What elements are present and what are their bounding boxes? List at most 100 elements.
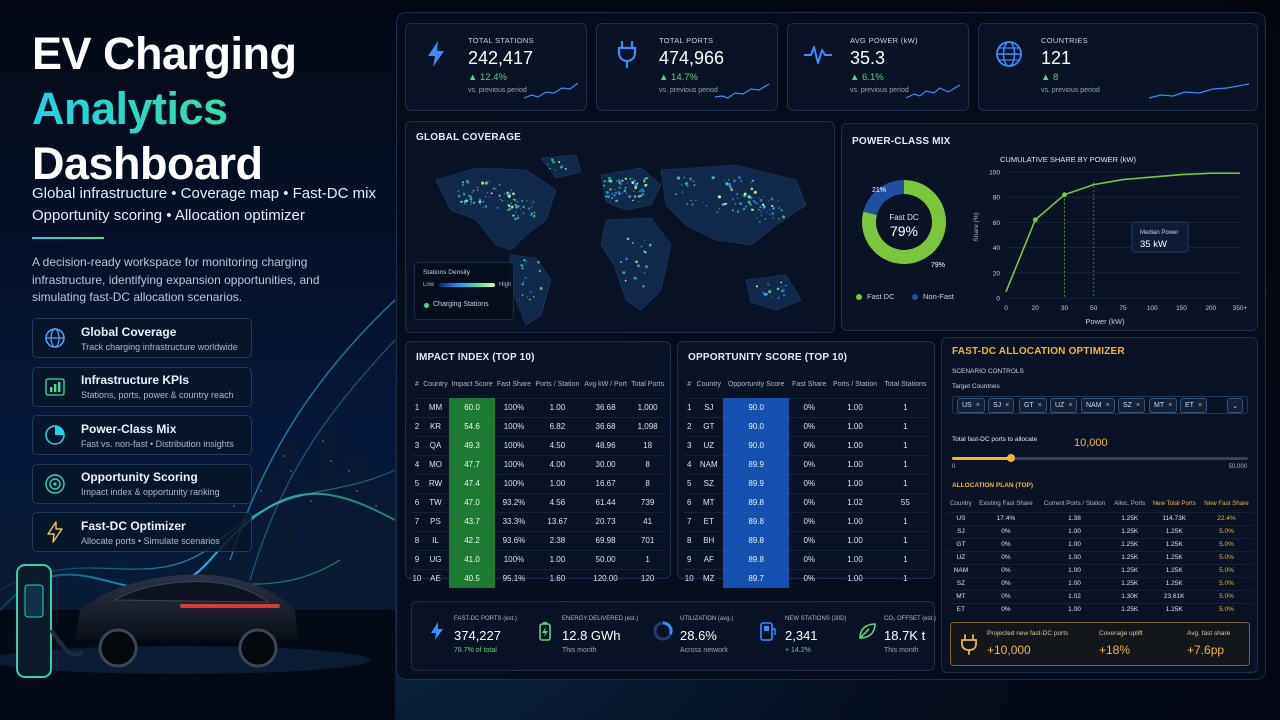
table-row[interactable]: 9 AF 89.8 0% 1.00 1 bbox=[684, 549, 930, 569]
kpi-label: TOTAL PORTS bbox=[659, 36, 714, 45]
world-density-map[interactable] bbox=[416, 150, 828, 330]
chip-remove-icon[interactable]: × bbox=[1037, 402, 1042, 409]
table-row[interactable]: 10 AE 40.5 95.1% 1.60 120.00 120 bbox=[412, 568, 666, 588]
table-cell: 90.0 bbox=[723, 435, 790, 455]
table-row[interactable]: 2 GT 90.0 0% 1.00 1 bbox=[684, 416, 930, 436]
kpi-total-ports[interactable]: TOTAL PORTS 474,966 ▲ 14.7% vs. previous… bbox=[596, 23, 778, 111]
table-row[interactable]: MT 0% 1.02 1.30K 23.61K 5.0% bbox=[948, 589, 1253, 603]
column-header[interactable]: # bbox=[414, 381, 419, 389]
station-dot bbox=[724, 202, 727, 206]
column-header[interactable]: Avg kW / Port bbox=[584, 381, 627, 389]
country-chip[interactable]: SZ × bbox=[1118, 398, 1146, 413]
table-row[interactable]: 5 SZ 89.9 0% 1.00 1 bbox=[684, 473, 930, 493]
table-row[interactable]: 6 TW 47.0 93.2% 4.56 61.44 739 bbox=[412, 492, 666, 512]
table-row[interactable]: 3 QA 49.3 100% 4.50 48.96 18 bbox=[412, 435, 666, 455]
column-header[interactable]: # bbox=[687, 381, 692, 389]
feature-power-class-mix[interactable]: Power-Class Mix Fast vs. non-fast • Distr… bbox=[32, 415, 252, 455]
target-countries-select[interactable]: US × SJ × GT × UZ × NAM × SZ × MT × ET × ⌄ bbox=[952, 396, 1248, 414]
ports-slider-thumb[interactable] bbox=[1007, 454, 1016, 462]
country-chip[interactable]: US × bbox=[957, 398, 985, 413]
kpi-avg-power[interactable]: AVG POWER (kW) 35.3 ▲ 6.1% vs. previous … bbox=[787, 23, 969, 111]
fast-dc-donut[interactable]: Fast DC 79% 21% 79% bbox=[852, 164, 957, 279]
chip-remove-icon[interactable]: × bbox=[1005, 402, 1010, 409]
column-header[interactable]: Fast Share bbox=[496, 381, 532, 389]
table-row[interactable]: ET 0% 1.00 1.25K 1.25K 5.0% bbox=[948, 602, 1253, 616]
chip-remove-icon[interactable]: × bbox=[975, 402, 980, 409]
table-cell: 89.7 bbox=[723, 568, 790, 588]
table-row[interactable]: SZ 0% 1.00 1.25K 1.25K 5.0% bbox=[948, 576, 1253, 590]
kpi-total-stations[interactable]: TOTAL STATIONS 242,417 ▲ 12.4% vs. previ… bbox=[405, 23, 587, 111]
column-header[interactable]: Total Ports bbox=[631, 381, 665, 389]
country-chip[interactable]: SJ × bbox=[988, 398, 1015, 413]
table-row[interactable]: 8 IL 42.2 93.6% 2.38 69.98 701 bbox=[412, 530, 666, 550]
table-row[interactable]: NAM 0% 1.00 1.25K 1.25K 5.0% bbox=[948, 563, 1253, 577]
table-cell: 33.3% bbox=[494, 511, 533, 531]
station-dot bbox=[624, 186, 627, 189]
country-chip[interactable]: MT × bbox=[1149, 398, 1178, 413]
chip-remove-icon[interactable]: × bbox=[1068, 402, 1073, 409]
table-row[interactable]: UZ 0% 1.00 1.25K 1.25K 5.0% bbox=[948, 550, 1253, 564]
column-header[interactable]: Country bbox=[423, 381, 448, 389]
donut-slice-nonfast[interactable] bbox=[863, 180, 904, 216]
country-chip[interactable]: ET × bbox=[1180, 398, 1208, 413]
data-point[interactable] bbox=[1062, 192, 1067, 198]
table-row[interactable]: 4 MO 47.7 100% 4.00 30.00 8 bbox=[412, 454, 666, 474]
column-header[interactable]: Impact Score bbox=[451, 381, 493, 389]
table-cell: 1.00 bbox=[1037, 576, 1112, 590]
cumulative-share-chart[interactable]: CUMULATIVE SHARE BY POWER (kW) Share (%)… bbox=[972, 152, 1252, 328]
table-row[interactable]: US 17.4% 1.38 1.25K 114.73K 22.4% bbox=[948, 511, 1253, 525]
country-chip[interactable]: UZ × bbox=[1050, 398, 1078, 413]
column-header[interactable]: New Fast Share bbox=[1204, 500, 1249, 508]
donut-slice-fast[interactable] bbox=[862, 180, 946, 265]
station-dot bbox=[736, 193, 739, 196]
column-header[interactable]: Country bbox=[696, 381, 722, 389]
column-header[interactable]: Ports / Station bbox=[833, 381, 877, 389]
station-dot bbox=[641, 193, 645, 196]
table-row[interactable]: 1 MM 60.0 100% 1.00 36.68 1,000 bbox=[412, 397, 666, 417]
stat-label: ENERGY DELIVERED (est.) bbox=[562, 616, 639, 622]
data-point[interactable] bbox=[1032, 217, 1038, 223]
feature-infrastructure-kpis[interactable]: Infrastructure KPIs Stations, ports, powe… bbox=[32, 366, 252, 407]
station-dot bbox=[782, 293, 786, 297]
table-row[interactable]: 9 UG 41.0 100% 1.00 50.00 1 bbox=[412, 549, 666, 569]
country-chip[interactable]: NAM × bbox=[1081, 398, 1115, 413]
column-header[interactable]: Opportunity Score bbox=[727, 381, 785, 389]
column-header[interactable]: Fast Share bbox=[792, 381, 827, 389]
feature-opportunity-scoring[interactable]: Opportunity Scoring Impact index & opport… bbox=[32, 463, 252, 504]
chip-remove-icon[interactable]: × bbox=[1105, 402, 1110, 409]
chip-remove-icon[interactable]: × bbox=[1168, 402, 1173, 409]
table-cell: GT bbox=[694, 416, 724, 436]
sparkline bbox=[524, 82, 578, 99]
feature-fast-dc-optimizer[interactable]: Fast-DC Optimizer Allocate ports • Simula… bbox=[32, 512, 252, 552]
feature-global-coverage[interactable]: Global Coverage Track charging infrastruc… bbox=[32, 318, 252, 358]
kpi-countries[interactable]: COUNTRIES 121 ▲ 8 vs. previous period bbox=[978, 23, 1258, 111]
table-row[interactable]: SJ 0% 1.00 1.25K 1.25K 5.0% bbox=[948, 524, 1253, 538]
table-row[interactable]: 10 MZ 89.7 0% 1.00 1 bbox=[684, 568, 930, 588]
column-header[interactable]: Country bbox=[950, 500, 972, 508]
cumulative-share-line[interactable] bbox=[1005, 172, 1240, 293]
column-header[interactable]: Current Ports / Station bbox=[1043, 500, 1106, 508]
table-row[interactable]: 3 UZ 90.0 0% 1.00 1 bbox=[684, 435, 930, 455]
table-cell: 69.98 bbox=[581, 530, 630, 550]
ports-slider-track[interactable] bbox=[952, 454, 1248, 462]
table-row[interactable]: 7 PS 43.7 33.3% 13.67 20.73 41 bbox=[412, 511, 666, 531]
table-row[interactable]: 2 KR 54.6 100% 6.82 36.68 1,098 bbox=[412, 416, 666, 436]
column-header[interactable]: Existing Fast Share bbox=[979, 500, 1033, 508]
column-header[interactable]: New Total Ports bbox=[1152, 500, 1196, 508]
table-row[interactable]: 4 NAM 89.9 0% 1.00 1 bbox=[684, 454, 930, 474]
table-row[interactable]: GT 0% 1.00 1.25K 1.25K 5.0% bbox=[948, 537, 1253, 551]
chevron-down-icon[interactable]: ⌄ bbox=[1227, 398, 1243, 413]
column-header[interactable]: Ports / Station bbox=[535, 381, 580, 389]
table-row[interactable]: 7 ET 89.8 0% 1.00 1 bbox=[684, 511, 930, 531]
column-header[interactable]: Total Stations bbox=[884, 381, 927, 389]
feature-title: Infrastructure KPIs bbox=[81, 373, 190, 387]
station-dot bbox=[507, 196, 509, 198]
table-row[interactable]: 5 RW 47.4 100% 1.00 16.67 8 bbox=[412, 473, 666, 493]
chip-remove-icon[interactable]: × bbox=[1197, 402, 1203, 409]
column-header[interactable]: Alloc. Ports bbox=[1114, 500, 1146, 508]
chip-remove-icon[interactable]: × bbox=[1135, 402, 1141, 409]
country-chip[interactable]: GT × bbox=[1019, 398, 1047, 413]
table-row[interactable]: 1 SJ 90.0 0% 1.00 1 bbox=[684, 397, 930, 417]
table-row[interactable]: 8 BH 89.8 0% 1.00 1 bbox=[684, 530, 930, 550]
table-row[interactable]: 6 MT 89.8 0% 1.02 55 bbox=[684, 492, 930, 512]
